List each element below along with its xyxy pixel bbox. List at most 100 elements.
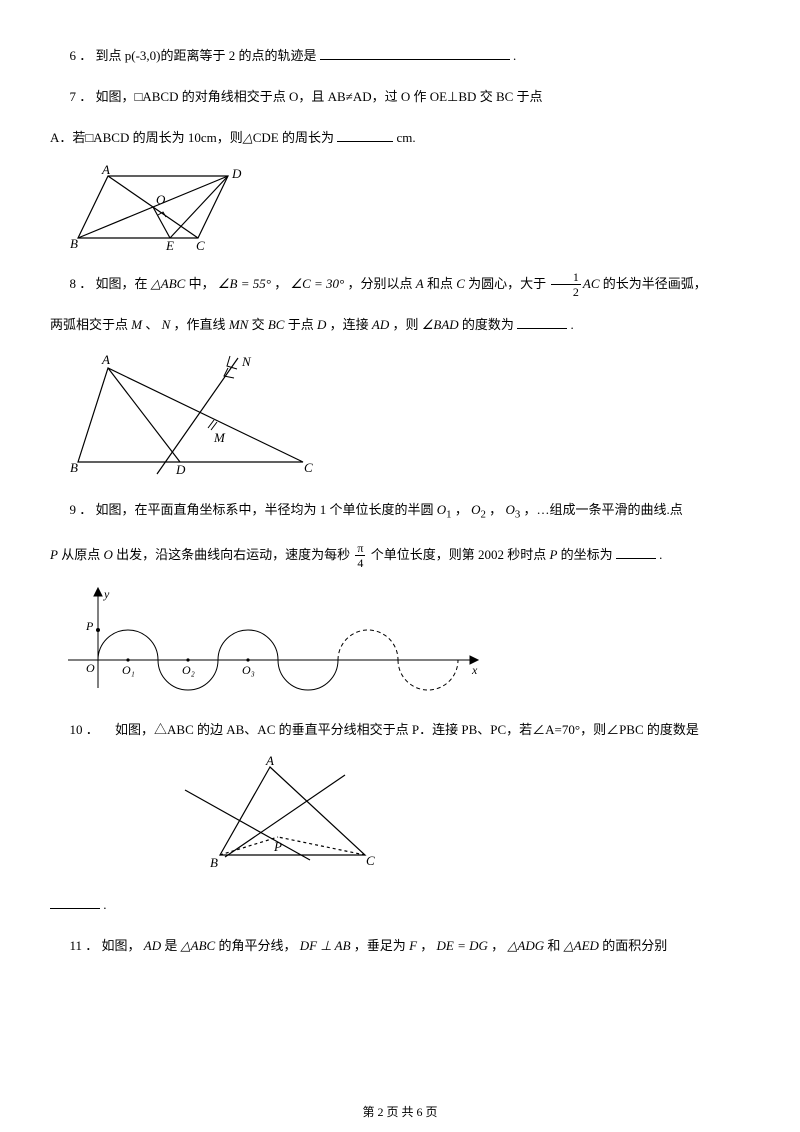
q7-tri: △	[243, 130, 253, 145]
question-10-line1: 10 ． 如图，△ABC 的边 AB、AC 的垂直平分线相交于点 P．连接 PB…	[50, 714, 740, 745]
q9-O: O	[103, 547, 112, 562]
question-7-line1: 7 ． 如图，□ABCD 的对角线相交于点 O，且 AB≠AD，过 O 作 OE…	[50, 81, 740, 112]
q8-BC: BC	[268, 317, 285, 332]
figure-q10: A B C P	[170, 755, 740, 875]
q8-A: A	[416, 276, 424, 291]
q8-text-d: 和点	[427, 276, 453, 291]
q11-c1: ，	[420, 938, 433, 953]
q9-frac: π4	[355, 542, 365, 569]
q11-text-b: 是	[164, 938, 177, 953]
q8-text-g: 两弧相交于点	[50, 317, 128, 332]
fig9-y: y	[103, 587, 110, 601]
question-11: 11 ． 如图， AD 是 △ABC 的角平分线， DF ⊥ AB ，垂足为 F…	[50, 930, 740, 961]
question-7-line2: A．若□ABCD 的周长为 10cm，则△CDE 的周长为 cm.	[50, 122, 740, 153]
q8-text-b: 中，	[189, 276, 215, 291]
q9-frac-num: π	[355, 542, 365, 556]
q9-text-a: 如图，在平面直角坐标系中，半径均为 1 个单位长度的半圆	[96, 502, 434, 517]
fig10-B: B	[210, 855, 218, 870]
fig10-A: A	[265, 755, 274, 768]
fig7-B: B	[70, 236, 78, 251]
fig10-C: C	[366, 853, 375, 868]
q8-frac-den: 2	[551, 285, 581, 298]
figure-q8: A B C D M N	[58, 350, 740, 480]
q8-MN: MN	[229, 317, 249, 332]
q9-c1: ，	[455, 502, 468, 517]
q9-sub1: 1	[446, 509, 451, 521]
q9-text-b: ，…组成一条平滑的曲线.点	[524, 502, 683, 517]
page-footer: 第 2 页 共 6 页	[0, 1103, 800, 1120]
q6-period: .	[513, 48, 516, 63]
q9-O2: O	[471, 502, 480, 517]
fig7-C: C	[196, 238, 205, 253]
q11-ABC: △ABC	[181, 938, 216, 953]
fig9-P: P	[85, 619, 94, 633]
q8-comma1: ，	[274, 276, 287, 291]
q8-angleB: ∠B = 55°	[218, 276, 271, 291]
fig9-O2: O₂	[182, 663, 195, 677]
q8-text-e: 为圆心，大于	[468, 276, 546, 291]
q8-text-l: ，则	[392, 317, 418, 332]
q9-num: 9 ．	[70, 502, 93, 517]
fig9-x: x	[471, 663, 478, 677]
fig8-N: N	[241, 354, 252, 369]
q9-P2: P	[549, 547, 557, 562]
figure-q9: y x O P O₁ O₂ O₃	[58, 580, 740, 700]
q8-M: M	[131, 317, 142, 332]
fig7-O: O	[156, 192, 166, 207]
q8-C: C	[456, 276, 465, 291]
q11-AD: AD	[144, 938, 161, 953]
q8-text-i: 交	[252, 317, 265, 332]
q8-frac: 12	[551, 271, 581, 298]
fig8-A: A	[101, 352, 110, 367]
q8-comma2: 、	[145, 317, 158, 332]
q11-AED: △AED	[564, 938, 599, 953]
q8-text-c: ，分别以点	[348, 276, 413, 291]
question-9-line1: 9 ． 如图，在平面直角坐标系中，半径均为 1 个单位长度的半圆 O1 ， O2…	[50, 494, 740, 529]
fig7-A: A	[101, 164, 110, 177]
fig8-M: M	[213, 430, 226, 445]
q9-text-c: 从原点	[61, 547, 100, 562]
q11-text-d: ，垂足为	[354, 938, 406, 953]
q8-text-j: 于点	[288, 317, 314, 332]
q11-DEDG: DE = DG	[437, 938, 488, 953]
q8-num: 8 ．	[70, 276, 93, 291]
question-8-line2: 两弧相交于点 M 、 N ，作直线 MN 交 BC 于点 D ，连接 AD ，则…	[50, 309, 740, 340]
q11-text-a: 如图，	[102, 938, 141, 953]
q9-period: .	[659, 547, 662, 562]
q10-num: 10 ．	[70, 722, 99, 737]
q10-blank	[50, 908, 100, 909]
question-8-line1: 8 ． 如图，在 △ABC 中， ∠B = 55° ， ∠C = 30° ，分别…	[50, 268, 740, 299]
q8-AC: AC	[583, 276, 600, 291]
q8-text-h: ，作直线	[174, 317, 226, 332]
fig7-E: E	[165, 238, 174, 253]
q8-text-k: ，连接	[330, 317, 369, 332]
fig9-O1: O₁	[122, 663, 135, 677]
fig8-B: B	[70, 460, 78, 475]
q8-frac-num: 1	[551, 271, 581, 285]
fig10-P: P	[273, 839, 282, 854]
q9-sub3: 3	[515, 509, 520, 521]
q11-c2: ，	[491, 938, 504, 953]
q11-DF: DF ⊥ AB	[300, 938, 351, 953]
q9-text-e: 个单位长度，则第 2002 秒时点	[371, 547, 547, 562]
q7-text-a: 如图，□ABCD 的对角线相交于点 O，且 AB≠AD，过 O 作 OE⊥BD …	[96, 89, 543, 104]
fig7-D: D	[231, 166, 242, 181]
q8-text-f: 的长为半径画弧，	[603, 276, 707, 291]
q10-period: .	[103, 897, 106, 912]
q9-blank	[616, 558, 656, 559]
fig9-O3: O₃	[242, 663, 255, 677]
figure-q7: A D B C E O	[58, 164, 740, 254]
q7-blank	[337, 141, 393, 142]
question-6: 6 ． 到点 p(-3,0)的距离等于 2 的点的轨迹是 .	[50, 40, 740, 71]
q11-ADG: △ADG	[507, 938, 544, 953]
q9-text-d: 出发，沿这条曲线向右运动，速度为每秒	[116, 547, 350, 562]
q11-text-c: 的角平分线，	[218, 938, 296, 953]
q7-tri-label: CDE 的周长为	[253, 130, 334, 145]
q9-O1: O	[437, 502, 446, 517]
fig9-O: O	[86, 661, 95, 675]
q8-text-a: 如图，在	[96, 276, 148, 291]
question-9-line2: P 从原点 O 出发，沿这条曲线向右运动，速度为每秒 π4 个单位长度，则第 2…	[50, 539, 740, 570]
q6-num: 6 ．	[70, 48, 93, 63]
q9-c2: ，	[489, 502, 502, 517]
q8-angleBAD: ∠BAD	[422, 317, 459, 332]
